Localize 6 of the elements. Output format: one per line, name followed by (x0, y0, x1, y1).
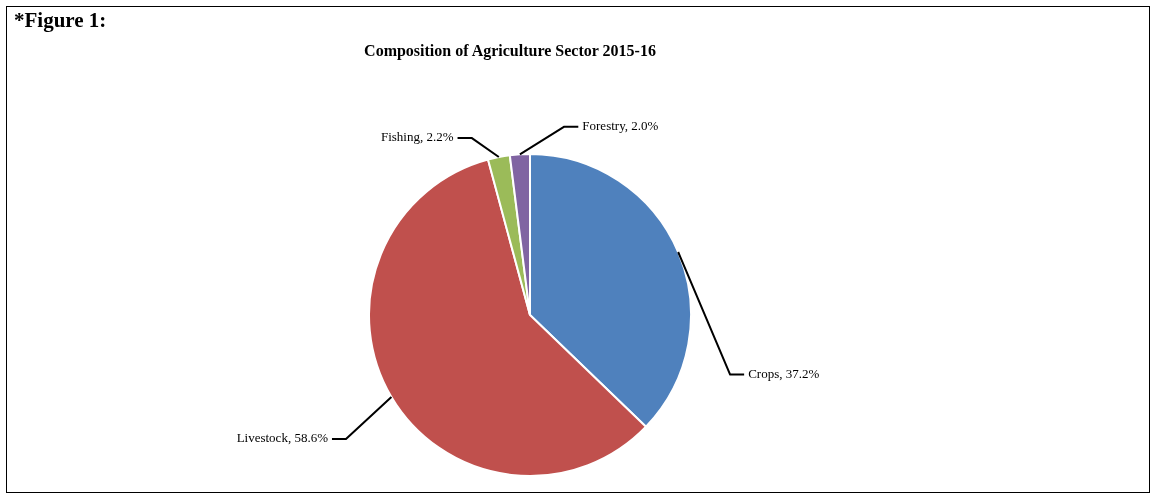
slice-label: Forestry, 2.0% (582, 118, 659, 134)
chart-title: Composition of Agriculture Sector 2015-16 (363, 42, 657, 60)
slice-label: Fishing, 2.2% (380, 129, 454, 145)
text: *Figure 1: (14, 8, 107, 33)
slice-label: Livestock, 58.6% (236, 430, 329, 446)
slice-label: Crops, 37.2% (748, 365, 820, 381)
